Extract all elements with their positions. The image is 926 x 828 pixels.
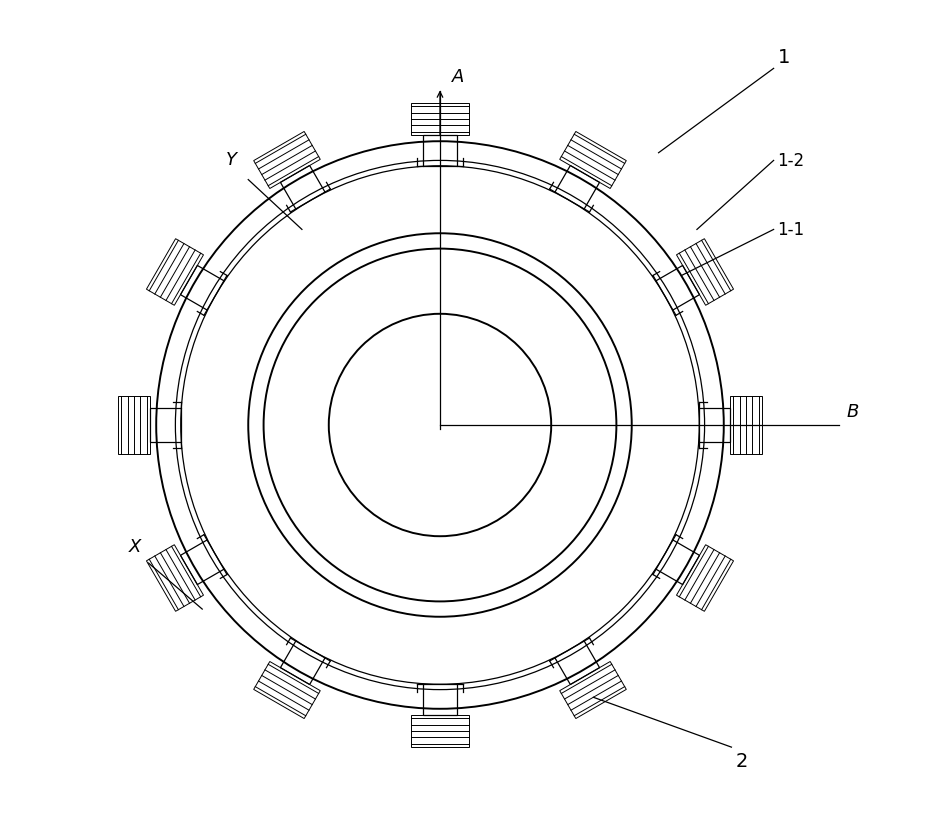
Text: Y: Y bbox=[226, 151, 237, 169]
Text: 2: 2 bbox=[735, 751, 747, 770]
Text: 1-1: 1-1 bbox=[778, 221, 805, 239]
Text: 1: 1 bbox=[778, 48, 790, 67]
Text: B: B bbox=[846, 402, 858, 421]
Text: X: X bbox=[129, 537, 141, 556]
Text: A: A bbox=[452, 68, 464, 86]
Text: 1-2: 1-2 bbox=[778, 152, 805, 171]
